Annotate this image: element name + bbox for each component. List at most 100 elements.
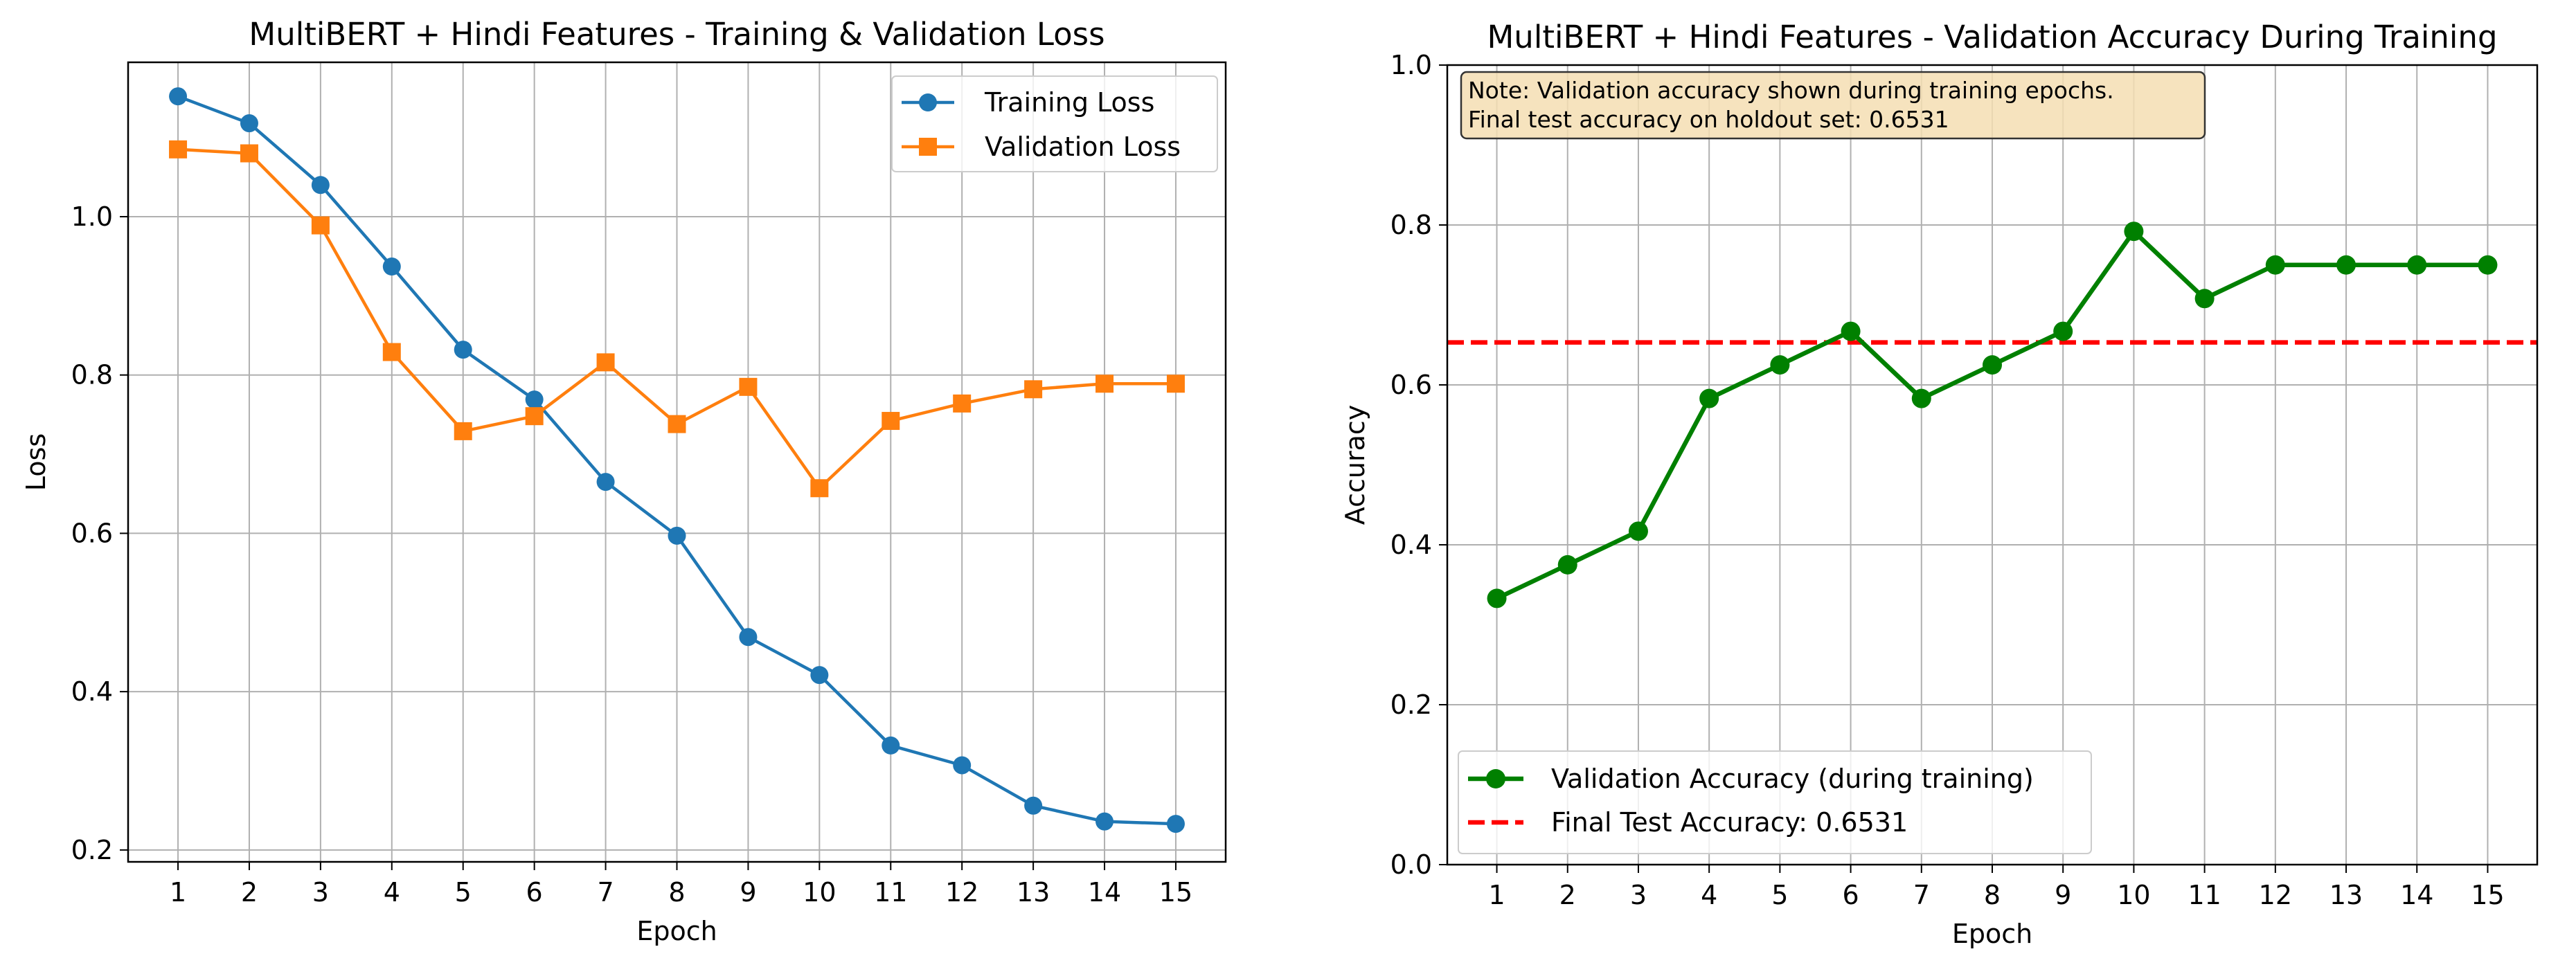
data-point	[2124, 222, 2144, 242]
accuracy-series-markers	[1487, 222, 2498, 608]
accuracy-y-axis-label: Accuracy	[1340, 405, 1370, 525]
data-point	[1095, 375, 1114, 393]
data-point	[739, 377, 758, 396]
data-point	[596, 353, 615, 372]
data-point	[810, 479, 829, 498]
loss-legend: Training Loss Validation Loss	[891, 75, 1218, 172]
x-tick-label: 2	[1559, 880, 1576, 910]
x-tick-label: 15	[1159, 877, 1192, 908]
loss-chart: 1 2 3 4 5 6 7 8 9 10 11 12 13 14 15 0.20.40.60.81.0 Mu…	[21, 16, 1227, 946]
accuracy-chart-title: MultiBERT + Hindi Features - Validation …	[1487, 19, 2497, 55]
x-tick-label: 9	[2055, 880, 2071, 910]
accuracy-legend: Validation Accuracy (during training) Fi…	[1458, 750, 2092, 854]
data-point	[382, 258, 401, 276]
x-tick-label: 3	[1630, 880, 1647, 910]
accuracy-y-ticks: 0.0 0.2 0.4 0.6 0.8 1.0	[1390, 50, 1447, 880]
loss-legend-items	[902, 93, 954, 156]
loss-chart-title: MultiBERT + Hindi Features - Training & …	[249, 16, 1104, 53]
data-point	[454, 341, 472, 359]
x-tick-label: 14	[1088, 877, 1121, 908]
legend-label-final-test-accuracy: Final Test Accuracy: 0.6531	[1551, 807, 1908, 838]
note-annotation: Note: Validation accuracy shown during t…	[1460, 71, 2206, 140]
data-point	[2265, 255, 2285, 275]
data-point	[1983, 355, 2002, 375]
legend-swatch-marker	[919, 138, 937, 156]
x-tick-label: 4	[384, 877, 400, 908]
y-tick-label: 0.6	[71, 518, 113, 548]
loss-legend-box	[891, 75, 1218, 172]
y-tick-label: 0.8	[71, 360, 113, 390]
loss-y-axis-label: Loss	[21, 433, 51, 491]
data-point	[1024, 380, 1043, 399]
note-line-1: Note: Validation accuracy shown during t…	[1468, 77, 2114, 104]
data-point	[1557, 554, 1577, 575]
data-point	[739, 628, 758, 647]
x-tick-label: 2	[241, 877, 258, 908]
accuracy-legend-items	[1468, 769, 1523, 825]
data-point	[1841, 321, 1861, 341]
x-tick-label: 14	[2400, 880, 2433, 910]
x-tick-label: 13	[2329, 880, 2363, 910]
loss-series-markers	[169, 87, 1185, 833]
legend-label-validation-loss: Validation Loss	[985, 132, 1181, 162]
data-point	[2053, 321, 2073, 341]
y-tick-label: 1.0	[1390, 50, 1432, 80]
x-tick-label: 8	[668, 877, 685, 908]
x-tick-label: 5	[1771, 880, 1788, 910]
data-point	[1699, 388, 1719, 408]
legend-swatch-marker	[919, 93, 937, 111]
y-tick-label: 0.2	[1390, 689, 1432, 720]
y-tick-label: 0.4	[71, 676, 113, 707]
data-point	[810, 666, 829, 685]
data-point	[953, 756, 972, 775]
data-point	[2478, 255, 2498, 275]
loss-x-ticks: 1 2 3 4 5 6 7 8 9 10 11 12 13 14 15	[170, 862, 1192, 908]
x-tick-label: 12	[945, 877, 978, 908]
x-tick-label: 1	[1488, 880, 1505, 910]
data-point	[240, 114, 258, 133]
data-point	[240, 144, 258, 163]
data-point	[1166, 815, 1185, 833]
y-tick-label: 0.6	[1390, 370, 1432, 400]
x-tick-label: 10	[803, 877, 836, 908]
data-point	[1770, 355, 1790, 375]
y-tick-label: 0.0	[1390, 849, 1432, 880]
y-tick-label: 0.4	[1390, 530, 1432, 560]
accuracy-legend-box	[1458, 750, 2092, 854]
y-tick-label: 0.2	[71, 835, 113, 865]
note-line-2: Final test accuracy on holdout set: 0.65…	[1468, 106, 1949, 133]
accuracy-chart: 1 2 3 4 5 6 7 8 9 10 11 12 13 14 15 0.00.20.40.60.81.0…	[1340, 19, 2539, 949]
x-tick-label: 1	[170, 877, 186, 908]
x-tick-label: 11	[874, 877, 907, 908]
x-tick-label: 11	[2188, 880, 2221, 910]
data-point	[454, 422, 472, 440]
loss-y-ticks: 0.2 0.4 0.6 0.8 1.0	[71, 201, 128, 865]
data-point	[1024, 796, 1043, 815]
data-point	[169, 87, 188, 106]
data-point	[2407, 255, 2427, 275]
x-tick-label: 7	[597, 877, 614, 908]
x-tick-label: 6	[1842, 880, 1859, 910]
x-tick-label: 7	[1913, 880, 1930, 910]
x-tick-label: 12	[2259, 880, 2292, 910]
data-point	[525, 407, 544, 426]
legend-label-validation-accuracy: Validation Accuracy (during training)	[1551, 764, 2034, 794]
legend-swatch-marker	[1486, 769, 1505, 788]
data-point	[525, 390, 544, 409]
x-tick-label: 15	[2471, 880, 2504, 910]
data-point	[311, 216, 330, 235]
data-point	[882, 412, 900, 431]
data-point	[596, 473, 615, 491]
y-tick-label: 0.8	[1390, 210, 1432, 240]
data-point	[2194, 289, 2215, 309]
x-tick-label: 3	[312, 877, 329, 908]
data-point	[882, 736, 900, 755]
data-point	[668, 526, 686, 545]
y-tick-label: 1.0	[71, 201, 113, 232]
data-point	[1166, 375, 1185, 393]
data-point	[1095, 812, 1114, 831]
data-point	[382, 343, 401, 361]
x-tick-label: 10	[2117, 880, 2150, 910]
accuracy-x-axis-label: Epoch	[1952, 919, 2032, 949]
